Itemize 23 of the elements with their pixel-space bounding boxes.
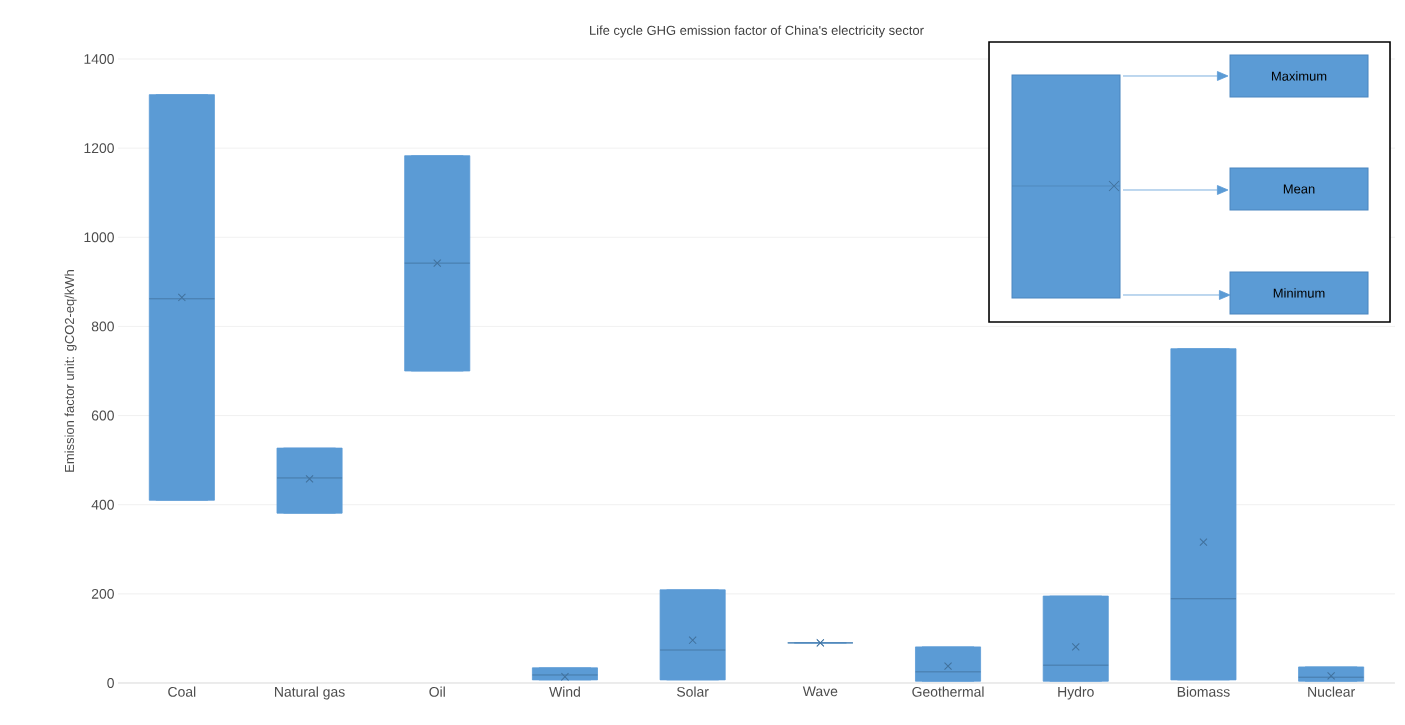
y-tick-label: 800 xyxy=(91,321,114,332)
annotation: Maximum xyxy=(1272,71,1327,81)
x-tick-label: Natural gas xyxy=(275,686,345,700)
x-tick-label: Geothermal xyxy=(912,686,984,697)
y-tick-label: 1400 xyxy=(84,54,114,64)
x-tick-label: Nuclear xyxy=(1308,686,1355,697)
y-tick-label: 600 xyxy=(91,410,114,421)
x-tick-label: Hydro xyxy=(1058,686,1094,700)
annotation: Mean xyxy=(1283,184,1315,194)
x-tick-label: Wave xyxy=(802,686,838,697)
y-tick-label: 1000 xyxy=(84,232,114,243)
x-tick-label: Coal xyxy=(168,686,196,697)
x-tick-label: Biomass xyxy=(1177,686,1230,697)
y-axis-title: Emission factor unit: gCO2-eq/kWh xyxy=(64,270,77,472)
x-tick-label: Wind xyxy=(549,686,580,697)
annotation: Minimum xyxy=(1273,288,1325,298)
y-tick-label: 1200 xyxy=(84,143,114,154)
y-tick-label: 400 xyxy=(91,499,114,510)
x-tick-label: Solar xyxy=(677,686,709,697)
x-tick-label: Oil xyxy=(429,686,445,697)
chart-title: Life cycle GHG emission factor of China's electricity sector xyxy=(590,25,924,38)
y-tick-label: 0 xyxy=(107,678,114,688)
y-tick-label: 200 xyxy=(91,588,114,599)
